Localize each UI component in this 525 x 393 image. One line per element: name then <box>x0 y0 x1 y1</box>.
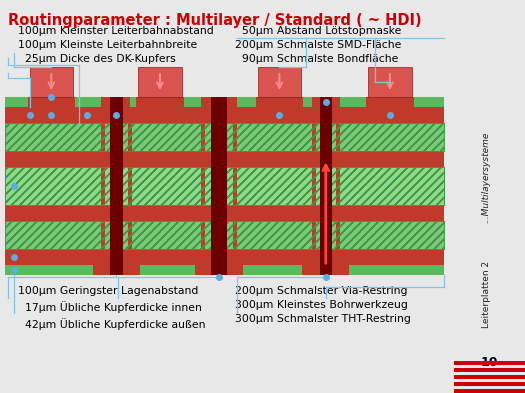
Bar <box>5 167 444 205</box>
Bar <box>104 167 128 205</box>
Bar <box>140 265 146 275</box>
Text: Leiterplatten 2: Leiterplatten 2 <box>481 261 490 328</box>
Bar <box>5 167 444 205</box>
Bar <box>366 97 414 123</box>
Bar <box>454 389 525 393</box>
Bar <box>5 123 444 151</box>
Bar <box>205 167 233 205</box>
Text: 100µm Geringster Lagenabstand
  17µm Übliche Kupferdicke innen
  42µm Übliche Ku: 100µm Geringster Lagenabstand 17µm Üblic… <box>18 286 205 330</box>
Bar <box>258 67 301 97</box>
Bar <box>5 123 444 151</box>
Bar <box>138 67 182 97</box>
Bar <box>87 265 93 275</box>
Bar <box>104 123 128 151</box>
Bar <box>205 123 233 151</box>
Text: 50µm Abstand Lötstopmaske
200µm Schmalste SMD-Fläche
  90µm Schmalste Bondfläche: 50µm Abstand Lötstopmaske 200µm Schmalst… <box>235 26 401 64</box>
Bar <box>316 221 335 249</box>
Bar <box>5 221 444 249</box>
Bar <box>5 123 444 151</box>
Bar <box>296 265 302 275</box>
Bar <box>5 221 444 249</box>
Bar <box>110 97 123 275</box>
Bar <box>5 167 444 205</box>
Bar <box>350 265 355 275</box>
Bar <box>454 382 525 386</box>
Bar <box>205 221 233 249</box>
Bar <box>256 97 303 123</box>
Text: Routingparameter : Multilayer / Standard ( ~ HDI): Routingparameter : Multilayer / Standard… <box>8 13 422 28</box>
Bar <box>28 97 75 123</box>
Bar <box>211 97 227 275</box>
Bar <box>243 265 249 275</box>
Bar <box>320 97 332 275</box>
Bar <box>184 97 190 107</box>
Bar <box>5 107 444 123</box>
Bar <box>5 265 444 275</box>
Bar <box>130 97 136 107</box>
Bar <box>75 97 81 107</box>
Bar <box>414 97 419 107</box>
Text: 100µm Kleinster Leiterbahnabstand
100µm Kleinste Leiterbahnbreite
  25µm Dicke d: 100µm Kleinster Leiterbahnabstand 100µm … <box>18 26 214 64</box>
Bar <box>5 97 444 107</box>
Bar <box>303 97 309 107</box>
Bar <box>302 249 350 275</box>
Bar <box>454 375 525 379</box>
Bar <box>454 361 525 365</box>
Bar <box>5 123 444 151</box>
Bar <box>5 221 444 249</box>
Bar <box>195 249 243 275</box>
Bar <box>5 221 444 249</box>
Bar <box>104 221 128 249</box>
Bar <box>5 221 444 249</box>
Bar <box>5 167 444 205</box>
Bar <box>93 249 140 275</box>
Bar <box>5 205 444 221</box>
Bar <box>454 368 525 372</box>
Bar <box>5 123 444 151</box>
Bar <box>22 97 28 107</box>
Bar <box>316 167 335 205</box>
Bar <box>5 249 444 265</box>
Text: 200µm Schmalster Via-Restring
300µm Kleinstes Bohrwerkzeug
300µm Schmalster THT-: 200µm Schmalster Via-Restring 300µm Klei… <box>235 286 411 324</box>
Bar <box>202 97 237 275</box>
Bar <box>190 265 195 275</box>
Bar <box>312 97 340 275</box>
Bar <box>5 167 444 205</box>
Bar <box>136 97 184 123</box>
Bar <box>5 151 444 167</box>
Bar <box>250 97 256 107</box>
Bar <box>101 97 132 275</box>
Bar <box>368 67 412 97</box>
Bar <box>316 123 335 151</box>
Bar <box>360 97 366 107</box>
Bar <box>29 67 73 97</box>
Text: 10: 10 <box>481 356 498 369</box>
Text: ...Multilayersysteme: ...Multilayersysteme <box>481 131 490 222</box>
